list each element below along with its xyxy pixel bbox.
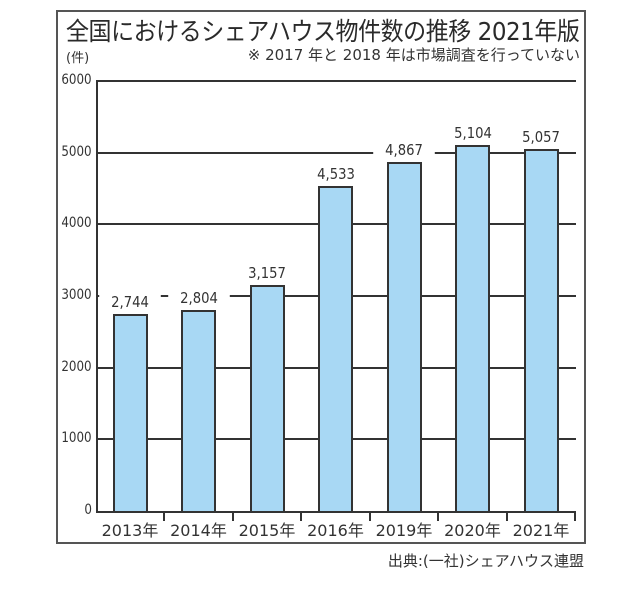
y-tick-label: 3000	[61, 287, 92, 303]
x-tick	[163, 513, 166, 521]
bar-value-label: 2,804	[167, 290, 230, 307]
y-axis-unit: (件)	[66, 51, 90, 66]
bar-value-label: 4,533	[304, 166, 367, 183]
x-tick-label: 2015年	[238, 521, 296, 540]
y-axis	[96, 81, 98, 513]
bar	[455, 145, 490, 511]
bar	[181, 310, 216, 511]
x-axis	[96, 511, 576, 513]
x-tick-label: 2021年	[512, 521, 570, 540]
bar-value-label: 3,157	[236, 264, 298, 281]
gridline	[96, 151, 576, 154]
bar	[249, 284, 285, 511]
x-tick	[437, 513, 440, 521]
x-tick	[300, 513, 303, 521]
source-credit: 出典:(一社)シェアハウス連盟	[387, 552, 584, 570]
x-tick-label: 2020年	[444, 521, 501, 540]
bar	[523, 148, 559, 511]
x-tick-label: 2013年	[101, 521, 159, 540]
gridline	[96, 80, 576, 82]
y-tick-label: 0	[84, 502, 92, 518]
bar	[386, 162, 422, 511]
bar-value-label: 4,867	[373, 142, 435, 159]
x-tick	[231, 513, 234, 521]
y-tick-label: 5000	[61, 143, 92, 160]
bar	[112, 314, 148, 511]
bar-value-label: 5,104	[441, 125, 504, 142]
bar	[318, 186, 353, 511]
y-tick-label: 1000	[61, 430, 92, 447]
y-tick-label: 4000	[61, 215, 92, 232]
bar-value-label: 2,744	[99, 294, 161, 311]
x-tick-label: 2016年	[307, 521, 364, 540]
bar-value-label: 5,057	[510, 128, 572, 145]
plot-area: 0 1000 2000 3000 4000 5000 6000 2,744 2,804 3,157…	[62, 72, 577, 521]
y-tick-label: 6000	[61, 72, 92, 88]
x-tick-label: 2019年	[375, 521, 433, 540]
x-tick	[505, 513, 508, 521]
x-tick	[368, 513, 371, 521]
x-tick-label: 2014年	[170, 521, 227, 540]
y-tick-label: 2000	[61, 358, 92, 375]
chart-note: ※ 2017 年と 2018 年は市場調査を行っていない	[247, 46, 580, 64]
x-tick	[574, 513, 577, 521]
chart-title: 全国におけるシェアハウス物件数の推移 2021年版	[66, 17, 580, 46]
